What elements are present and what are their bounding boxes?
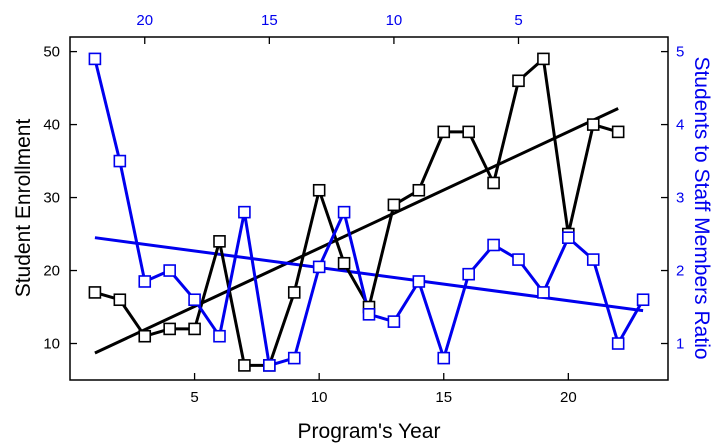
y-tick-label: 10 [43, 336, 60, 353]
enrollment-point [512, 74, 525, 88]
ratio-point [312, 260, 326, 274]
x2-tick-label: 10 [386, 12, 403, 29]
y2-axis-label: Students to Staff Members Ratio [690, 56, 713, 359]
enrollment-point [462, 125, 475, 139]
enrollment-point [238, 359, 251, 372]
ratio-point [362, 308, 376, 321]
ratio-point [437, 351, 451, 365]
ratio-point [537, 286, 550, 299]
ratio-point [586, 253, 600, 266]
ratio-point [487, 238, 500, 252]
enrollment-point [88, 286, 102, 299]
x-tick-label: 5 [190, 389, 198, 406]
ratio-point [263, 359, 276, 372]
enrollment-point [138, 329, 152, 343]
ratio-point [512, 253, 525, 266]
x-tick-label: 20 [560, 389, 577, 406]
y-tick-label: 50 [43, 44, 60, 61]
enrollment-point [387, 198, 401, 212]
ratio-point [337, 205, 351, 219]
plot-frame [69, 36, 669, 381]
ratio-point [138, 275, 152, 288]
x2-tick-label: 15 [261, 12, 278, 29]
x2-tick-label: 20 [136, 12, 153, 29]
ratio-point [412, 275, 426, 288]
x-tick-label: 15 [435, 389, 452, 406]
enrollment-trend-line [94, 107, 619, 355]
ratio-point [636, 293, 650, 307]
y2-tick-label: 5 [676, 44, 684, 61]
enrollment-point [537, 52, 550, 66]
enrollment-point [412, 183, 426, 197]
y-tick-label: 40 [43, 117, 60, 134]
ratio-point [113, 154, 127, 168]
trend-line-layer [94, 107, 644, 355]
enrollment-point [287, 286, 301, 299]
enrollment-series-line [94, 57, 619, 367]
ratio-point [163, 264, 176, 277]
x-tick-label: 10 [311, 389, 328, 406]
enrollment-point [213, 235, 226, 248]
y-axis-label: Student Enrollment [12, 119, 35, 298]
y2-tick-label: 1 [676, 336, 684, 353]
enrollment-point [188, 322, 201, 336]
enrollment-point [487, 176, 500, 190]
ratio-point [188, 293, 201, 307]
x-axis-label: Program's Year [298, 420, 441, 443]
ratio-trend-line [94, 236, 644, 313]
ratio-point [462, 267, 475, 281]
ratio-point [611, 337, 625, 350]
ratio-point [238, 205, 251, 219]
y2-tick-label: 3 [676, 190, 684, 207]
y2-tick-label: 2 [676, 263, 684, 280]
y2-tick-label: 4 [676, 117, 684, 134]
ratio-point [562, 231, 575, 244]
enrollment-point [337, 256, 351, 270]
ratio-point [88, 52, 102, 66]
tick-layer: 5 10 15 20 20 15 10 5 10 20 30 40 50 1 2 3 4 5 [43, 12, 684, 406]
x2-tick-label: 5 [514, 12, 522, 29]
ratio-point [213, 329, 226, 343]
enrollment-point [163, 322, 176, 336]
enrollment-point [312, 183, 326, 197]
y-tick-label: 20 [43, 263, 60, 280]
enrollment-point [113, 293, 127, 307]
enrollment-point [586, 118, 600, 131]
enrollment-point [437, 125, 451, 139]
ratio-point [287, 351, 301, 365]
ratio-point [387, 315, 401, 328]
y-tick-label: 30 [43, 190, 60, 207]
marker-layer [88, 52, 650, 372]
enrollment-point [611, 125, 625, 139]
